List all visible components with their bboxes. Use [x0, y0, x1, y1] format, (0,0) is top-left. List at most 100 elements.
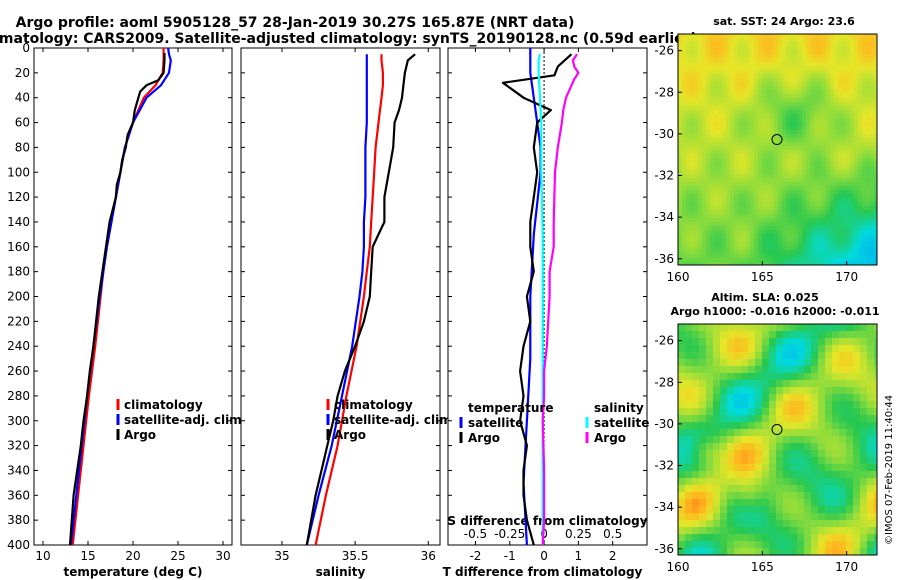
heatmap-cell: [685, 436, 692, 443]
heatmap-cell: [822, 90, 826, 94]
heatmap-cell: [806, 166, 810, 170]
x-tick-label: 170: [835, 560, 858, 574]
heatmap-cell: [850, 226, 854, 230]
heatmap-cell: [862, 86, 866, 90]
heatmap-cell: [713, 443, 720, 450]
heatmap-cell: [862, 214, 866, 218]
heatmap-cell: [797, 492, 804, 499]
heatmap-cell: [718, 106, 722, 110]
y-tick-label: 340: [7, 463, 30, 477]
heatmap-cell: [846, 210, 850, 214]
heatmap-cell: [748, 366, 755, 373]
heatmap-cell: [734, 114, 738, 118]
y-tick-label: 20: [15, 66, 30, 80]
heatmap-cell: [826, 74, 830, 78]
heatmap-cell: [718, 98, 722, 102]
heatmap-cell: [706, 126, 710, 130]
heatmap-cell: [806, 210, 810, 214]
heatmap-cell: [825, 415, 832, 422]
heatmap-cell: [846, 401, 853, 408]
heatmap-cell: [822, 258, 826, 262]
heatmap-cell: [853, 338, 860, 345]
heatmap-cell: [846, 359, 853, 366]
heatmap-cell: [839, 520, 846, 527]
heatmap-cell: [838, 190, 842, 194]
heatmap-cell: [858, 102, 862, 106]
heatmap-cell: [769, 394, 776, 401]
series-line-climatology: [314, 54, 384, 546]
heatmap-cell: [790, 146, 794, 150]
heatmap-cell: [866, 46, 870, 50]
heatmap-cell: [814, 154, 818, 158]
heatmap-cell: [825, 401, 832, 408]
heatmap-cell: [694, 118, 698, 122]
heatmap-cell: [702, 126, 706, 130]
heatmap-cell: [790, 174, 794, 178]
heatmap-cell: [754, 186, 758, 190]
heatmap-cell: [698, 198, 702, 202]
heatmap-cell: [814, 122, 818, 126]
heatmap-cell: [858, 250, 862, 254]
heatmap-cell: [762, 492, 769, 499]
heatmap-cell: [718, 166, 722, 170]
heatmap-cell: [750, 54, 754, 58]
heatmap-cell: [755, 534, 762, 541]
heatmap-cell: [742, 62, 746, 66]
heatmap-cell: [790, 58, 794, 62]
heatmap-cell: [866, 74, 870, 78]
heatmap-cell: [738, 114, 742, 118]
heatmap-cell: [797, 450, 804, 457]
heatmap-cell: [750, 38, 754, 42]
heatmap-cell: [858, 242, 862, 246]
heatmap-cell: [842, 166, 846, 170]
heatmap-cell: [758, 254, 762, 258]
heatmap-cell: [770, 178, 774, 182]
y-tick-label: 180: [7, 265, 30, 279]
heatmap-cell: [806, 98, 810, 102]
heatmap-cell: [860, 408, 867, 415]
heatmap-cell: [726, 162, 730, 166]
heatmap-cell: [718, 234, 722, 238]
heatmap-cell: [810, 238, 814, 242]
heatmap-cell: [758, 198, 762, 202]
heatmap-cell: [834, 230, 838, 234]
heatmap-cell: [846, 138, 850, 142]
heatmap-cell: [842, 66, 846, 70]
heatmap-cell: [742, 186, 746, 190]
heatmap-cell: [690, 182, 694, 186]
heatmap-cell: [770, 78, 774, 82]
heatmap-cell: [818, 359, 825, 366]
heatmap-cell: [842, 230, 846, 234]
heatmap-cell: [826, 46, 830, 50]
heatmap-cell: [778, 54, 782, 58]
heatmap-cell: [826, 162, 830, 166]
heatmap-cell: [710, 210, 714, 214]
heatmap-cell: [706, 198, 710, 202]
heatmap-cell: [722, 86, 726, 90]
heatmap-cell: [786, 130, 790, 134]
heatmap-cell: [741, 506, 748, 513]
heatmap-cell: [834, 126, 838, 130]
heatmap-cell: [778, 162, 782, 166]
heatmap-cell: [750, 218, 754, 222]
heatmap-cell: [818, 102, 822, 106]
heatmap-cell: [702, 142, 706, 146]
heatmap-cell: [770, 170, 774, 174]
heatmap-cell: [746, 154, 750, 158]
heatmap-cell: [850, 246, 854, 250]
heatmap-cell: [853, 429, 860, 436]
heatmap-cell: [730, 38, 734, 42]
heatmap-cell: [867, 352, 874, 359]
heatmap-cell: [710, 238, 714, 242]
heatmap-cell: [706, 98, 710, 102]
heatmap-cell: [685, 366, 692, 373]
heatmap-cell: [853, 380, 860, 387]
heatmap-cell: [678, 138, 682, 142]
heatmap-cell: [818, 262, 822, 265]
heatmap-cell: [830, 218, 834, 222]
heatmap-cell: [754, 70, 758, 74]
heatmap-cell: [754, 50, 758, 54]
heatmap-cell: [738, 90, 742, 94]
heatmap-cell: [850, 242, 854, 246]
heatmap-cell: [685, 352, 692, 359]
